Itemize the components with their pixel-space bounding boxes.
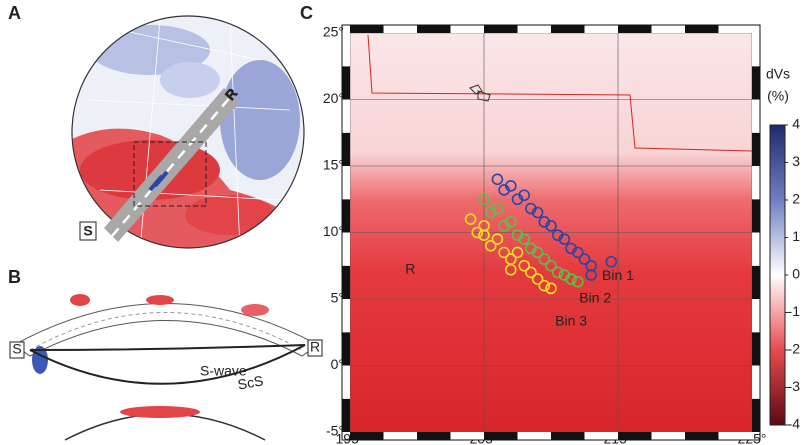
frame — [342, 33, 350, 66]
colorbar-tick-label: 4 — [792, 116, 800, 132]
frame — [417, 432, 451, 440]
s-wave-ray — [30, 345, 305, 350]
frame — [518, 432, 552, 440]
frame — [685, 432, 719, 440]
frame — [652, 25, 686, 33]
frame — [451, 25, 485, 33]
phase-label: ScS — [236, 372, 264, 392]
colorbar-tick-label: 0 — [792, 266, 800, 282]
frame — [342, 299, 350, 332]
colorbar — [770, 125, 785, 425]
figure: A S R B S R S-wave ScS C 195°205°215°225… — [0, 0, 803, 445]
frame — [752, 233, 760, 266]
frame — [342, 399, 350, 432]
frame — [342, 332, 350, 365]
frame — [551, 25, 585, 33]
bin-label: Bin 3 — [555, 312, 587, 328]
colorbar-unit: (%) — [767, 88, 789, 104]
colorbar-tick-label: 1 — [792, 228, 800, 244]
colorbar-tick-label: -1 — [788, 303, 801, 319]
frame — [752, 366, 760, 399]
y-tick-label: -5° — [326, 423, 344, 439]
frame — [752, 100, 760, 133]
colorbar-tick-label: -2 — [788, 341, 801, 357]
panel-label: C — [300, 3, 313, 23]
frame — [484, 25, 518, 33]
frame — [342, 266, 350, 299]
frame — [417, 25, 451, 33]
frame — [451, 432, 485, 440]
panel-label: B — [8, 267, 21, 287]
receiver-label: R — [405, 260, 415, 276]
frame — [384, 25, 418, 33]
frame — [618, 25, 652, 33]
frame — [752, 33, 760, 66]
frame — [719, 432, 753, 440]
frame — [752, 399, 760, 432]
frame — [518, 25, 552, 33]
frame — [618, 432, 652, 440]
frame — [685, 25, 719, 33]
frame — [752, 332, 760, 365]
frame — [350, 25, 384, 33]
frame — [752, 266, 760, 299]
frame — [551, 432, 585, 440]
y-tick-label: 15° — [323, 157, 344, 173]
colorbar-tick-label: 2 — [792, 191, 800, 207]
y-tick-label: 20° — [323, 90, 344, 106]
frame — [752, 133, 760, 166]
colorbar-tick-label: -3 — [788, 378, 801, 394]
frame — [342, 233, 350, 266]
colorbar-tick-label: -4 — [788, 416, 801, 432]
frame — [585, 432, 619, 440]
y-tick-label: 25° — [323, 24, 344, 40]
y-tick-label: 10° — [323, 223, 344, 239]
source-label: S — [83, 223, 92, 239]
bin-label: Bin 2 — [579, 290, 611, 306]
frame — [342, 100, 350, 133]
frame — [585, 25, 619, 33]
colorbar-title: dVs — [766, 66, 790, 82]
bin-label: Bin 1 — [602, 267, 634, 283]
frame — [484, 432, 518, 440]
frame — [752, 66, 760, 99]
frame — [719, 25, 753, 33]
frame — [342, 366, 350, 399]
frame — [342, 199, 350, 232]
section-receiver: R — [310, 339, 320, 355]
frame — [752, 199, 760, 232]
frame — [342, 66, 350, 99]
colorbar-tick-label: 3 — [792, 153, 800, 169]
frame — [384, 432, 418, 440]
frame — [752, 299, 760, 332]
frame — [752, 166, 760, 199]
frame — [652, 432, 686, 440]
section-source: S — [12, 341, 21, 357]
frame — [342, 166, 350, 199]
frame — [342, 133, 350, 166]
frame — [350, 432, 384, 440]
panel-label: A — [8, 3, 21, 23]
